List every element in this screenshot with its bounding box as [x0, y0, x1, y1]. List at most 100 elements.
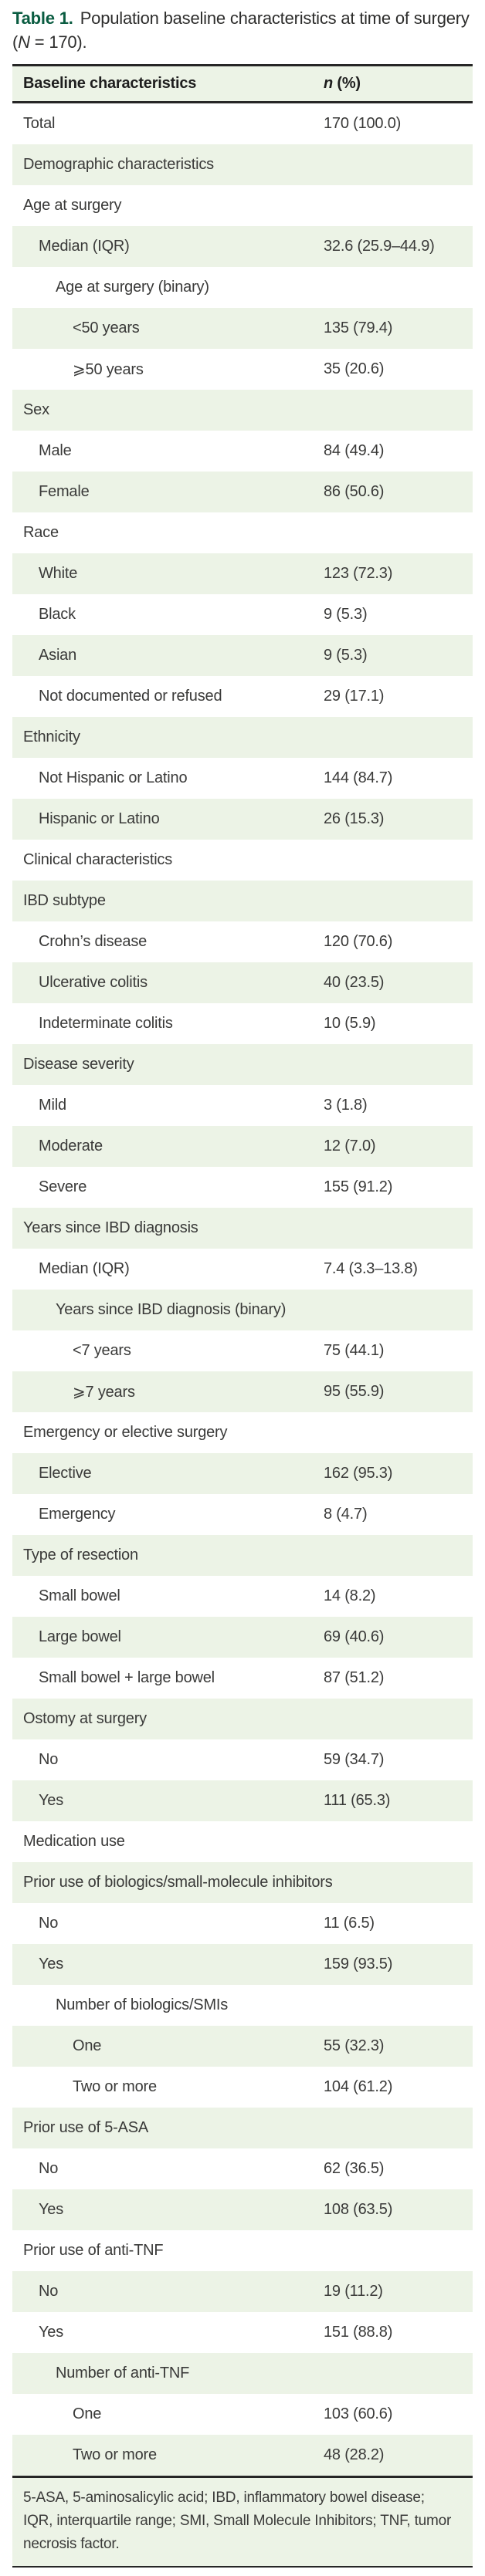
row-value: 7.4 (3.3–13.8) — [324, 1260, 418, 1277]
row-label: No — [39, 2283, 59, 2300]
row-label: Demographic characteristics — [23, 156, 214, 173]
row-label: ⩾50 years — [73, 361, 144, 378]
row-value: 48 (28.2) — [324, 2446, 385, 2463]
row-label-cell: Small bowel + large bowel — [12, 1669, 324, 1687]
row-label: Number of anti-TNF — [56, 2365, 190, 2382]
row-label: White — [39, 565, 78, 582]
table-row: Not Hispanic or Latino 144 (84.7) — [12, 758, 473, 799]
table-row: Indeterminate colitis 10 (5.9) — [12, 1003, 473, 1044]
row-label: Yes — [39, 2201, 64, 2218]
table-row: Sex — [12, 390, 473, 431]
row-label-cell: Sex — [12, 401, 324, 419]
table-row: Yes 111 (65.3) — [12, 1780, 473, 1821]
table-row: Total 170 (100.0) — [12, 103, 473, 144]
row-label-cell: Prior use of biologics/small-molecule in… — [12, 1874, 333, 1891]
row-label: No — [39, 1751, 59, 1768]
row-label-cell: ⩾7 years — [12, 1382, 324, 1401]
row-label-cell: Small bowel — [12, 1587, 324, 1605]
row-label: Emergency — [39, 1506, 116, 1523]
table-row: No 59 (34.7) — [12, 1739, 473, 1780]
table-row: Small bowel + large bowel 87 (51.2) — [12, 1658, 473, 1699]
row-label-cell: Race — [12, 524, 324, 542]
table-row: Severe 155 (91.2) — [12, 1167, 473, 1208]
row-label-cell: Hispanic or Latino — [12, 810, 324, 828]
row-label: Prior use of anti-TNF — [23, 2242, 164, 2259]
row-label: IBD subtype — [23, 892, 106, 909]
table-row: Two or more 104 (61.2) — [12, 2067, 473, 2108]
row-label-cell: No — [12, 2160, 324, 2178]
table-row: Median (IQR) 7.4 (3.3–13.8) — [12, 1249, 473, 1290]
row-label-cell: Ethnicity — [12, 729, 324, 746]
row-label: One — [73, 2037, 102, 2054]
table-caption-label: Table 1. — [12, 8, 73, 28]
table-row: Number of anti-TNF — [12, 2353, 473, 2394]
table-row: Emergency 8 (4.7) — [12, 1494, 473, 1535]
row-value: 69 (40.6) — [324, 1628, 385, 1645]
row-value: 159 (93.5) — [324, 1956, 393, 1973]
row-label: Yes — [39, 1956, 64, 1973]
row-label-cell: Black — [12, 606, 324, 624]
row-value: 95 (55.9) — [324, 1383, 385, 1400]
row-label-cell: Type of resection — [12, 1547, 324, 1564]
row-label-cell: Demographic characteristics — [12, 156, 324, 174]
row-value: 26 (15.3) — [324, 810, 385, 827]
table-row: Age at surgery (binary) — [12, 267, 473, 308]
header-percent: (%) — [333, 75, 361, 92]
row-label: Mild — [39, 1097, 66, 1114]
table-row: Disease severity — [12, 1044, 473, 1085]
row-label: Prior use of 5-ASA — [23, 2119, 149, 2136]
header-col-baseline-characteristics: Baseline characteristics — [12, 75, 324, 93]
row-label-cell: Age at surgery (binary) — [12, 279, 324, 296]
row-label: Sex — [23, 401, 49, 418]
row-label-cell: Prior use of 5-ASA — [12, 2119, 324, 2137]
row-label: <7 years — [73, 1342, 131, 1359]
row-label-cell: Years since IBD diagnosis (binary) — [12, 1301, 324, 1319]
row-value: 29 (17.1) — [324, 688, 385, 705]
row-label: Male — [39, 442, 72, 459]
row-value: 12 (7.0) — [324, 1138, 376, 1154]
table-row: Ostomy at surgery — [12, 1699, 473, 1739]
table-row: Crohn’s disease 120 (70.6) — [12, 921, 473, 962]
row-value: 40 (23.5) — [324, 974, 385, 991]
row-value: 11 (6.5) — [324, 1915, 375, 1932]
row-label-cell: Large bowel — [12, 1628, 324, 1646]
table-caption-n: N — [18, 32, 30, 52]
row-value: 14 (8.2) — [324, 1587, 376, 1604]
row-label: Median (IQR) — [39, 238, 130, 255]
row-label-cell: Total — [12, 115, 324, 133]
row-label-cell: Elective — [12, 1465, 324, 1482]
row-value: 9 (5.3) — [324, 647, 368, 664]
table-row: Yes 159 (93.5) — [12, 1944, 473, 1985]
table-row: One 55 (32.3) — [12, 2026, 473, 2067]
row-value: 162 (95.3) — [324, 1465, 393, 1482]
table-row: Mild 3 (1.8) — [12, 1085, 473, 1126]
table-row: Small bowel 14 (8.2) — [12, 1576, 473, 1617]
table-row: No 11 (6.5) — [12, 1903, 473, 1944]
row-label-cell: No — [12, 1751, 324, 1769]
table-row: Male 84 (49.4) — [12, 431, 473, 472]
row-label: Clinical characteristics — [23, 851, 173, 868]
baseline-characteristics-table: Baseline characteristics n (%) Total 170… — [12, 64, 473, 2568]
table-row: Prior use of anti-TNF — [12, 2230, 473, 2271]
row-value: 104 (61.2) — [324, 2078, 393, 2095]
table-row: Number of biologics/SMIs — [12, 1985, 473, 2026]
row-label: Medication use — [23, 1833, 125, 1850]
row-value: 170 (100.0) — [324, 115, 402, 132]
table-row: Black 9 (5.3) — [12, 594, 473, 635]
table-row: Yes 151 (88.8) — [12, 2312, 473, 2353]
header-n-italic: n — [324, 75, 334, 92]
row-label: Two or more — [73, 2078, 157, 2095]
row-label: Race — [23, 524, 59, 541]
row-label: Severe — [39, 1178, 87, 1195]
row-value: 8 (4.7) — [324, 1506, 368, 1523]
row-label-cell: Not documented or refused — [12, 688, 324, 705]
table-row: No 19 (11.2) — [12, 2271, 473, 2312]
table-row: Ethnicity — [12, 717, 473, 758]
row-label: Female — [39, 483, 90, 500]
row-label-cell: Clinical characteristics — [12, 851, 324, 869]
row-value: 32.6 (25.9–44.9) — [324, 238, 435, 255]
row-label-cell: Disease severity — [12, 1056, 324, 1073]
row-value: 120 (70.6) — [324, 933, 393, 950]
table-row: Elective 162 (95.3) — [12, 1453, 473, 1494]
table-row: Prior use of 5-ASA — [12, 2108, 473, 2148]
